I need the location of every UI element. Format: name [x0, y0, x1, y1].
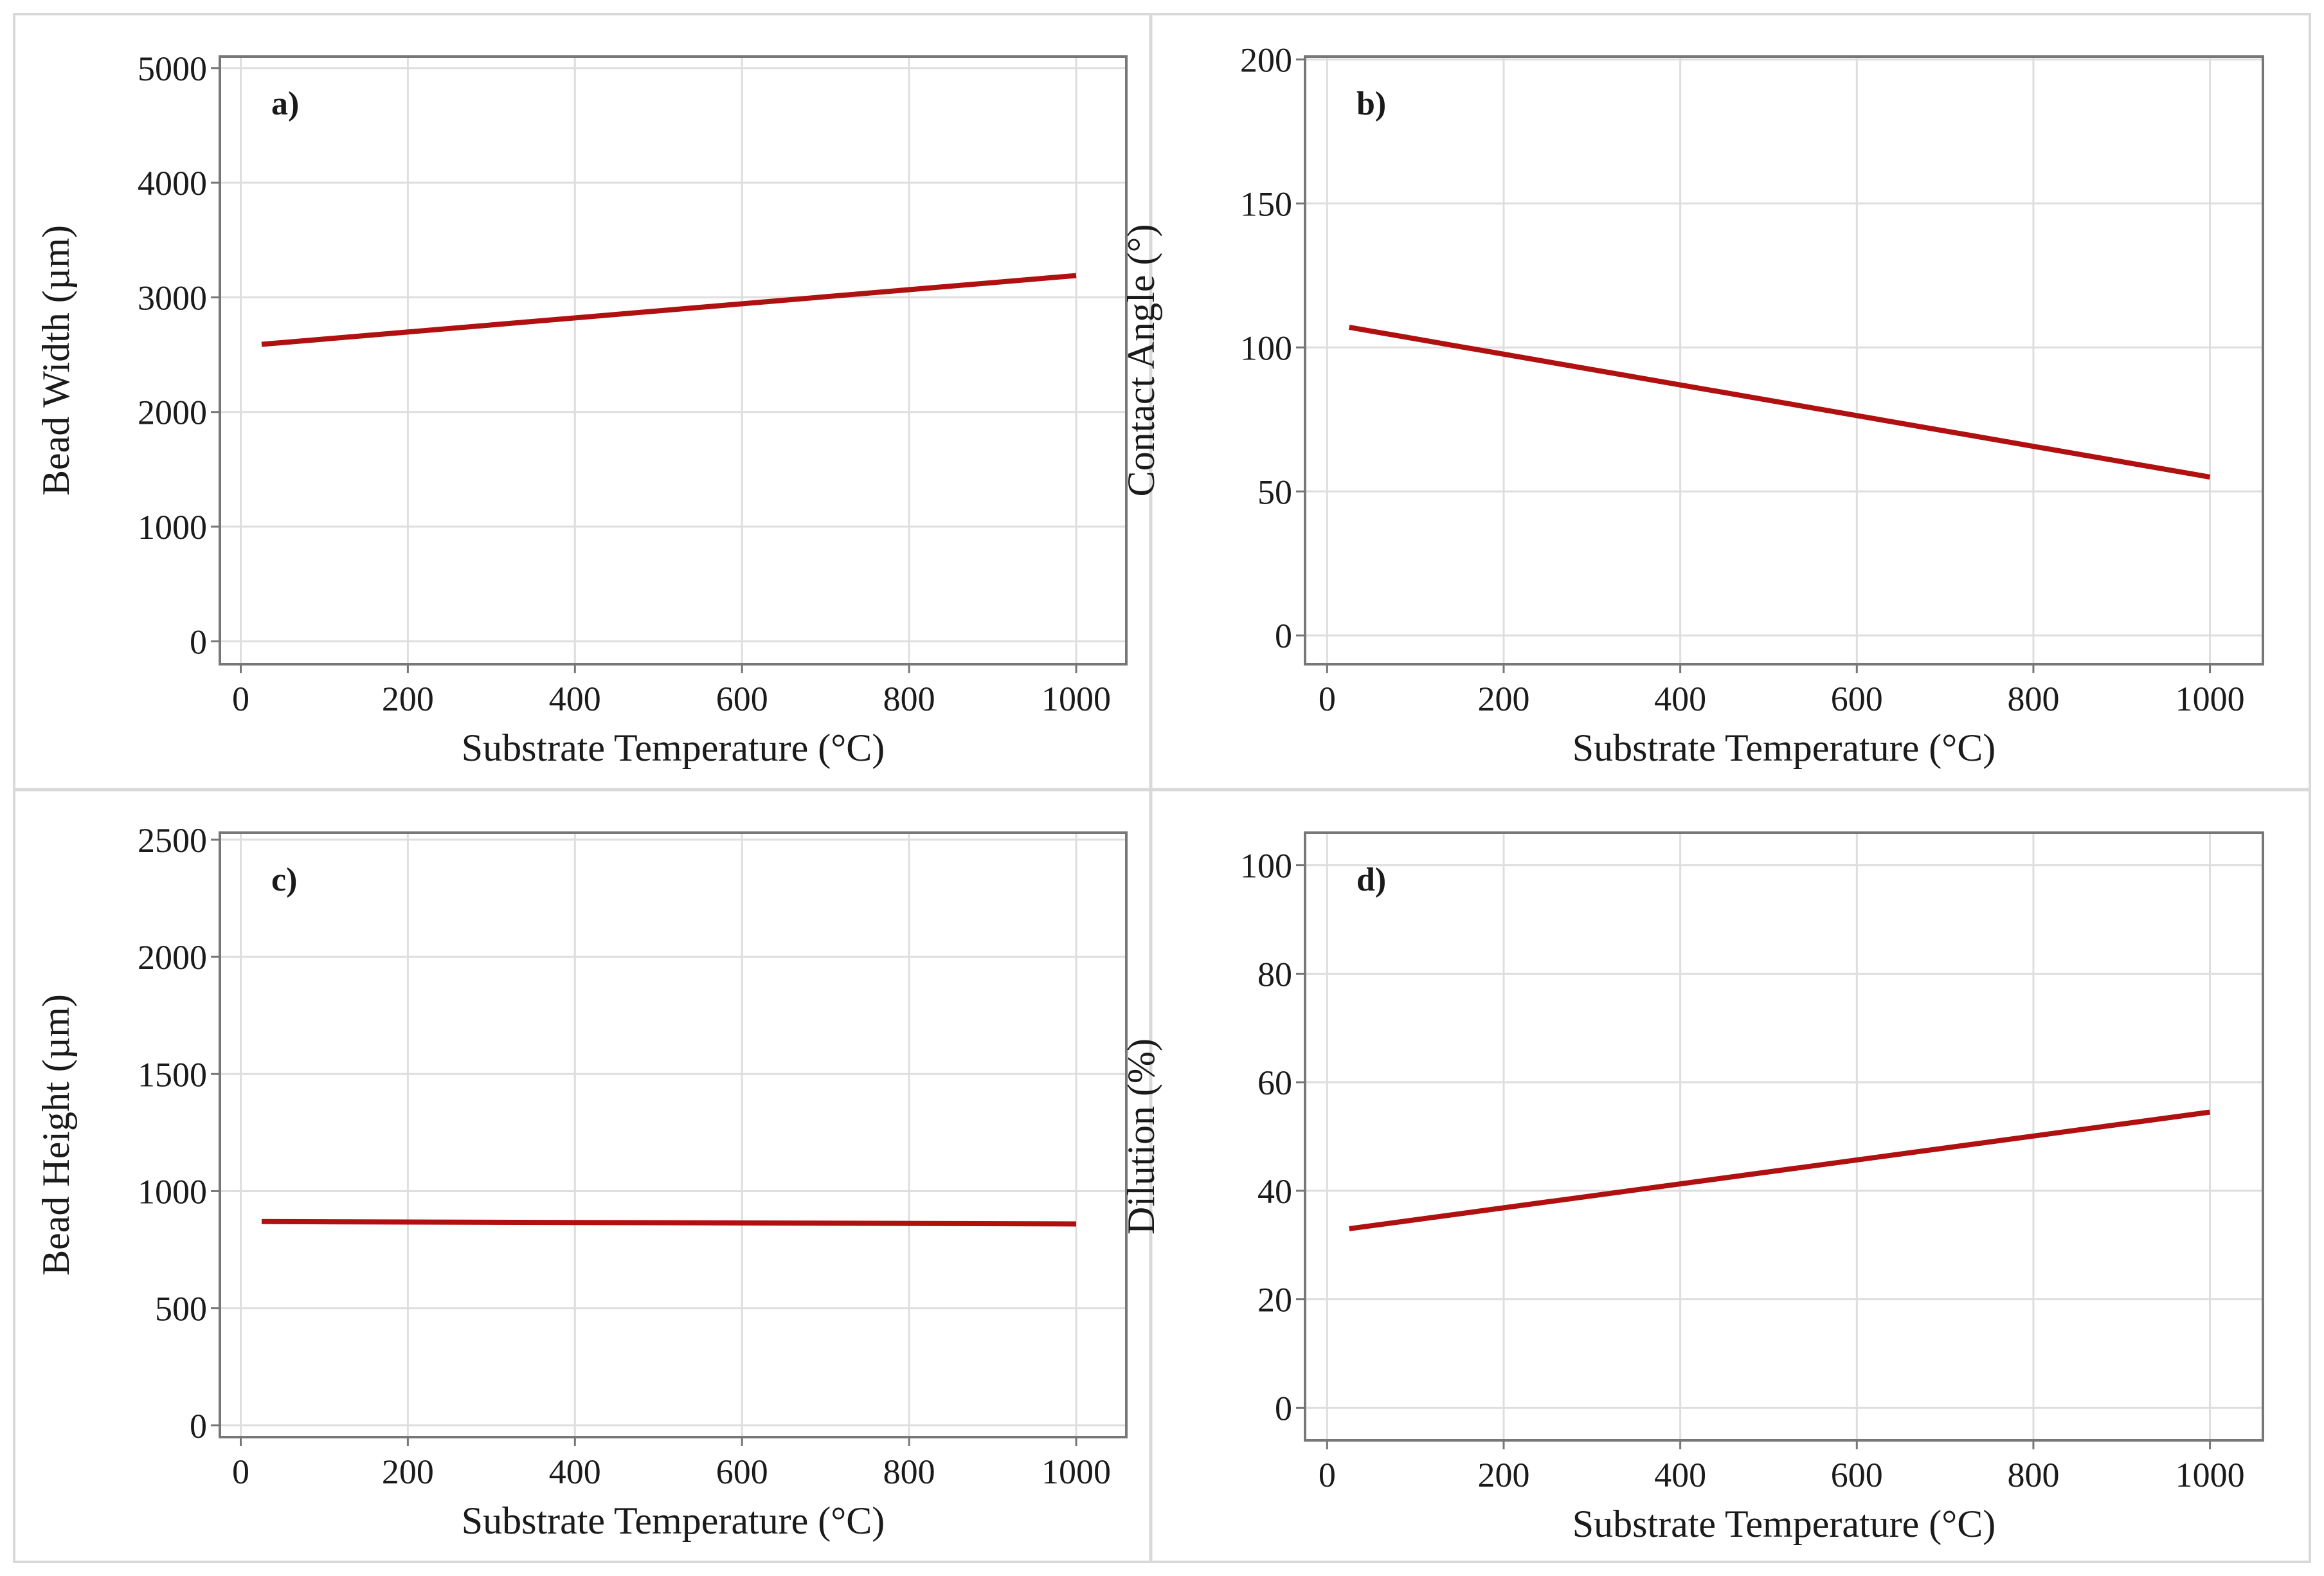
x-tick-label: 0	[1319, 1456, 1336, 1494]
y-tick-label: 150	[1240, 185, 1292, 223]
y-tick-label: 80	[1257, 955, 1292, 993]
x-tick-label: 0	[232, 680, 249, 718]
x-tick-label: 0	[232, 1453, 249, 1491]
x-tick-label: 1000	[1041, 1453, 1111, 1491]
y-tick-label: 100	[1240, 847, 1292, 885]
chart-panel-2: 0 200 400 600 800 1000 0 50 100 150 200 b) Substrate…	[1120, 41, 2264, 769]
y-tick-label: 4000	[138, 164, 207, 203]
x-tick-label: 1000	[2175, 1456, 2245, 1494]
x-axis-label: Substrate Temperature (°C)	[462, 727, 885, 769]
x-tick-label: 1000	[2175, 680, 2245, 718]
plot-frame	[1304, 831, 2264, 1442]
x-tick-label: 600	[1831, 1456, 1883, 1494]
series-line	[261, 1218, 1077, 1227]
x-tick-label: 1000	[1041, 680, 1111, 718]
y-tick-label: 2500	[138, 821, 207, 860]
panel-label: c)	[271, 862, 297, 898]
x-tick-label: 200	[1477, 680, 1529, 718]
y-tick-label: 2000	[138, 394, 207, 432]
plot-frame	[219, 55, 1128, 666]
x-tick-label: 600	[1831, 680, 1883, 718]
x-tick-label: 0	[1319, 680, 1336, 718]
y-tick-label: 1500	[138, 1055, 207, 1094]
x-tick-label: 200	[382, 1453, 434, 1491]
y-tick-label: 50	[1257, 473, 1292, 511]
y-tick-label: 5000	[138, 50, 207, 88]
panel-label: b)	[1356, 86, 1386, 122]
x-tick-label: 400	[1654, 1456, 1706, 1494]
panel-label: a)	[271, 86, 299, 122]
x-tick-label: 600	[716, 1453, 768, 1491]
x-axis-label: Substrate Temperature (°C)	[1572, 1503, 1995, 1545]
x-tick-label: 800	[2007, 1456, 2059, 1494]
plot-frame	[219, 831, 1128, 1438]
x-tick-label: 800	[2007, 680, 2059, 718]
x-tick-label: 600	[716, 680, 768, 718]
x-tick-label: 800	[883, 680, 935, 718]
series-line	[1349, 1109, 2211, 1231]
y-tick-label: 100	[1240, 329, 1292, 367]
y-axis-label: Bead Width (µm)	[35, 225, 77, 496]
x-tick-label: 200	[1477, 1456, 1529, 1494]
y-tick-label: 0	[190, 1407, 207, 1445]
y-axis-label: Dilution (%)	[1120, 1038, 1162, 1235]
y-tick-label: 3000	[138, 278, 207, 317]
y-tick-label: 200	[1240, 41, 1292, 79]
y-tick-label: 0	[190, 622, 207, 661]
y-tick-label: 1000	[138, 1172, 207, 1211]
y-axis-label: Contact Angle (°)	[1120, 224, 1162, 497]
x-tick-label: 400	[1654, 680, 1706, 718]
panel-label: d)	[1356, 862, 1386, 898]
y-tick-label: 40	[1257, 1172, 1292, 1211]
y-tick-label: 500	[155, 1290, 207, 1328]
y-tick-label: 20	[1257, 1281, 1292, 1319]
y-tick-label: 2000	[138, 938, 207, 977]
plot-frame	[1304, 55, 2264, 666]
x-axis-label: Substrate Temperature (°C)	[462, 1499, 885, 1542]
x-axis-label: Substrate Temperature (°C)	[1572, 727, 1995, 769]
chart-panel-3: 0 200 400 600 800 1000 0 500 1000 1500 2000 2500 c) S…	[35, 821, 1128, 1542]
y-tick-label: 60	[1257, 1064, 1292, 1102]
y-tick-label: 1000	[138, 508, 207, 547]
chart-panel-4: 0 200 400 600 800 1000 0 20 40 60 80 100 d) Substrate…	[1120, 831, 2264, 1545]
x-tick-label: 400	[549, 1453, 601, 1491]
x-tick-label: 800	[883, 1453, 935, 1491]
series-line	[1348, 325, 2211, 480]
y-tick-label: 0	[1275, 1389, 1292, 1427]
y-axis-label: Bead Height (µm)	[35, 994, 77, 1276]
x-tick-label: 200	[382, 680, 434, 718]
series-line	[261, 273, 1077, 347]
chart-panels: 0 200 400 600 800 1000010002000300040005000a)…	[35, 41, 2264, 1545]
y-tick-label: 0	[1275, 617, 1292, 655]
x-tick-label: 400	[549, 680, 601, 718]
chart-panel-1: 0 200 400 600 800 1000 0 1000 2000 3000 4000 5000 a)…	[35, 50, 1128, 769]
